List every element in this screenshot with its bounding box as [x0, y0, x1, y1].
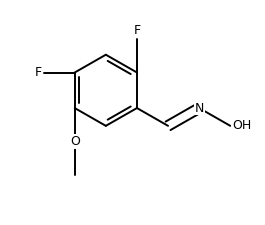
Text: F: F	[133, 24, 140, 37]
Text: OH: OH	[232, 119, 251, 132]
Text: N: N	[195, 101, 204, 115]
Text: O: O	[70, 135, 80, 148]
Text: F: F	[35, 66, 42, 79]
